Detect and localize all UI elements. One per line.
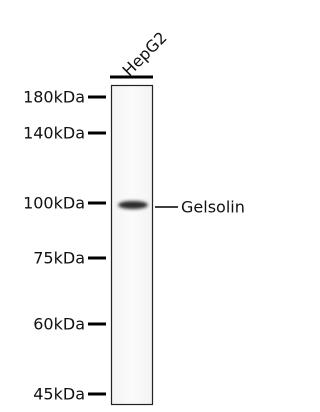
band-label: Gelsolin (181, 198, 245, 217)
blot-figure: HepG2 Gelsolin 180kDa 140kDa 100kDa 75kDa 60… (0, 0, 263, 408)
marker-label: 75kDa (33, 249, 85, 268)
marker-label: 60kDa (33, 315, 85, 334)
page: HepG2 Gelsolin 180kDa 140kDa 100kDa 75kDa 60… (0, 0, 263, 408)
marker-label: 100kDa (23, 194, 85, 213)
lane-label: HepG2 (119, 28, 171, 80)
marker-label: 140kDa (23, 124, 85, 143)
marker-label: 45kDa (33, 385, 85, 404)
marker-label: 180kDa (23, 88, 85, 107)
marker-ladder: 180kDa 140kDa 100kDa 75kDa 60kDa 45kDa (23, 88, 106, 404)
band (118, 201, 148, 209)
lane (112, 86, 153, 405)
